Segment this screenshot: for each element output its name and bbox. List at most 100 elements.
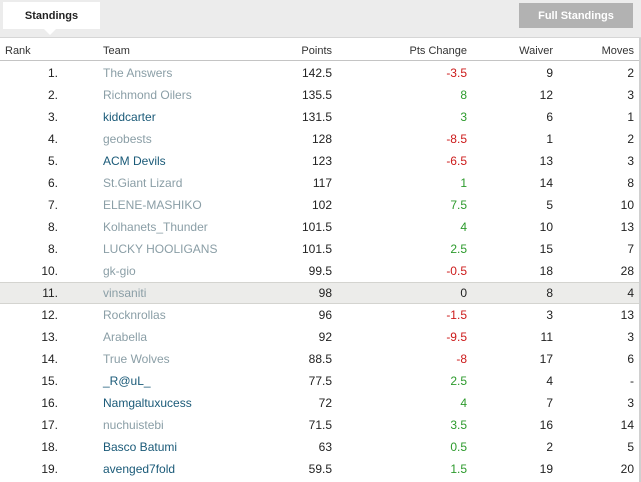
team-name-link[interactable]: Kolhanets_Thunder	[103, 220, 208, 234]
points-cell: 117	[312, 176, 332, 190]
moves-cell: 8	[627, 176, 634, 190]
table-row[interactable]: 4. geobests 128 -8.5 1 2	[0, 128, 641, 150]
team-name-link[interactable]: ELENE-MASHIKO	[103, 198, 202, 212]
table-row[interactable]: 5. ACM Devils 123 -6.5 13 3	[0, 150, 641, 172]
waiver-cell: 12	[539, 88, 553, 102]
points-cell: 98	[318, 286, 332, 300]
standings-table-body: 1. The Answers 142.5 -3.5 9 2 2. Richmond Oiler…	[0, 62, 641, 480]
table-row[interactable]: 11. vinsaniti 98 0 8 4	[0, 282, 641, 304]
team-name-link[interactable]: Namgaltuxucess	[103, 396, 192, 410]
moves-cell: 3	[627, 88, 634, 102]
table-row[interactable]: 1. The Answers 142.5 -3.5 9 2	[0, 62, 641, 84]
table-row[interactable]: 16. Namgaltuxucess 72 4 7 3	[0, 392, 641, 414]
points-cell: 99.5	[308, 264, 332, 278]
rank-cell: 12.	[41, 308, 58, 322]
column-header-waiver[interactable]: Waiver	[519, 45, 553, 57]
team-name-link[interactable]: Arabella	[103, 330, 148, 344]
team-name-link[interactable]: nuchuistebi	[103, 418, 164, 432]
table-row[interactable]: 6. St.Giant Lizard 117 1 14 8	[0, 172, 641, 194]
moves-cell: 5	[627, 440, 634, 454]
pts-change-cell: -0.5	[446, 264, 467, 278]
rank-cell: 17.	[41, 418, 58, 432]
waiver-cell: 1	[546, 132, 553, 146]
team-name-link[interactable]: Basco Batumi	[103, 440, 178, 454]
rank-cell: 7.	[47, 198, 58, 212]
table-row[interactable]: 7. ELENE-MASHIKO 102 7.5 5 10	[0, 194, 641, 216]
pts-change-cell: 3	[460, 110, 467, 124]
table-row[interactable]: 8. Kolhanets_Thunder 101.5 4 10 13	[0, 216, 641, 238]
waiver-cell: 19	[539, 462, 553, 476]
moves-cell: 28	[620, 264, 634, 278]
rank-cell: 14.	[41, 352, 58, 366]
table-row[interactable]: 10. gk-gio 99.5 -0.5 18 28	[0, 260, 641, 282]
moves-cell: 2	[627, 66, 634, 80]
points-cell: 101.5	[301, 242, 332, 256]
points-cell: 92	[318, 330, 332, 344]
team-name-link[interactable]: geobests	[103, 132, 152, 146]
points-cell: 96	[318, 308, 332, 322]
pts-change-cell: 1.5	[450, 462, 467, 476]
table-row[interactable]: 14. True Wolves 88.5 -8 17 6	[0, 348, 641, 370]
points-cell: 71.5	[308, 418, 332, 432]
column-header-moves[interactable]: Moves	[601, 45, 634, 57]
table-row[interactable]: 19. avenged7fold 59.5 1.5 19 20	[0, 458, 641, 480]
team-name-link[interactable]: ACM Devils	[103, 154, 166, 168]
column-header-pts-change[interactable]: Pts Change	[409, 45, 467, 57]
pts-change-cell: 4	[460, 396, 467, 410]
team-name-link[interactable]: True Wolves	[103, 352, 170, 366]
team-name-link[interactable]: LUCKY HOOLIGANS	[103, 242, 218, 256]
table-row[interactable]: 18. Basco Batumi 63 0.5 2 5	[0, 436, 641, 458]
pts-change-cell: -8.5	[446, 132, 467, 146]
waiver-cell: 13	[539, 154, 553, 168]
points-cell: 88.5	[308, 352, 332, 366]
team-name-link[interactable]: The Answers	[103, 66, 173, 80]
waiver-cell: 10	[539, 220, 553, 234]
pts-change-cell: 1	[460, 176, 467, 190]
active-tab-pointer	[44, 29, 56, 35]
moves-cell: 13	[620, 308, 634, 322]
moves-cell: 3	[627, 330, 634, 344]
table-row[interactable]: 8. LUCKY HOOLIGANS 101.5 2.5 15 7	[0, 238, 641, 260]
standings-toolbar: Standings Full Standings	[0, 0, 641, 38]
waiver-cell: 9	[546, 66, 553, 80]
team-name-link[interactable]: _R@uL_	[103, 374, 151, 388]
pts-change-cell: -8	[456, 352, 467, 366]
pts-change-cell: 8	[460, 88, 467, 102]
full-standings-button[interactable]: Full Standings	[519, 3, 633, 28]
team-name-link[interactable]: kiddcarter	[103, 110, 156, 124]
column-header-team[interactable]: Team	[103, 45, 130, 57]
column-header-rank[interactable]: Rank	[5, 45, 31, 57]
table-row[interactable]: 2. Richmond Oilers 135.5 8 12 3	[0, 84, 641, 106]
team-name-link[interactable]: vinsaniti	[103, 286, 147, 300]
rank-cell: 18.	[41, 440, 58, 454]
moves-cell: 2	[627, 132, 634, 146]
pts-change-cell: -6.5	[446, 154, 467, 168]
rank-cell: 16.	[41, 396, 58, 410]
waiver-cell: 3	[546, 308, 553, 322]
rank-cell: 19.	[41, 462, 58, 476]
team-name-link[interactable]: gk-gio	[103, 264, 136, 278]
rank-cell: 8.	[47, 220, 58, 234]
points-cell: 72	[318, 396, 332, 410]
team-name-link[interactable]: St.Giant Lizard	[103, 176, 183, 190]
team-name-link[interactable]: avenged7fold	[103, 462, 176, 476]
table-row[interactable]: 17. nuchuistebi 71.5 3.5 16 14	[0, 414, 641, 436]
table-row[interactable]: 15. _R@uL_ 77.5 2.5 4 -	[0, 370, 641, 392]
tab-standings[interactable]: Standings	[3, 2, 100, 29]
moves-cell: 7	[627, 242, 634, 256]
table-row[interactable]: 3. kiddcarter 131.5 3 6 1	[0, 106, 641, 128]
team-name-link[interactable]: Richmond Oilers	[103, 88, 192, 102]
waiver-cell: 11	[540, 330, 553, 344]
points-cell: 77.5	[308, 374, 332, 388]
team-name-link[interactable]: Rocknrollas	[103, 308, 166, 322]
rank-cell: 1.	[47, 66, 58, 80]
points-cell: 131.5	[301, 110, 332, 124]
table-row[interactable]: 12. Rocknrollas 96 -1.5 3 13	[0, 304, 641, 326]
points-cell: 59.5	[308, 462, 332, 476]
column-header-points[interactable]: Points	[301, 45, 332, 57]
moves-cell: 3	[627, 154, 634, 168]
points-cell: 123	[311, 154, 332, 168]
moves-cell: 4	[627, 286, 634, 300]
table-row[interactable]: 13. Arabella 92 -9.5 11 3	[0, 326, 641, 348]
rank-cell: 13.	[41, 330, 58, 344]
